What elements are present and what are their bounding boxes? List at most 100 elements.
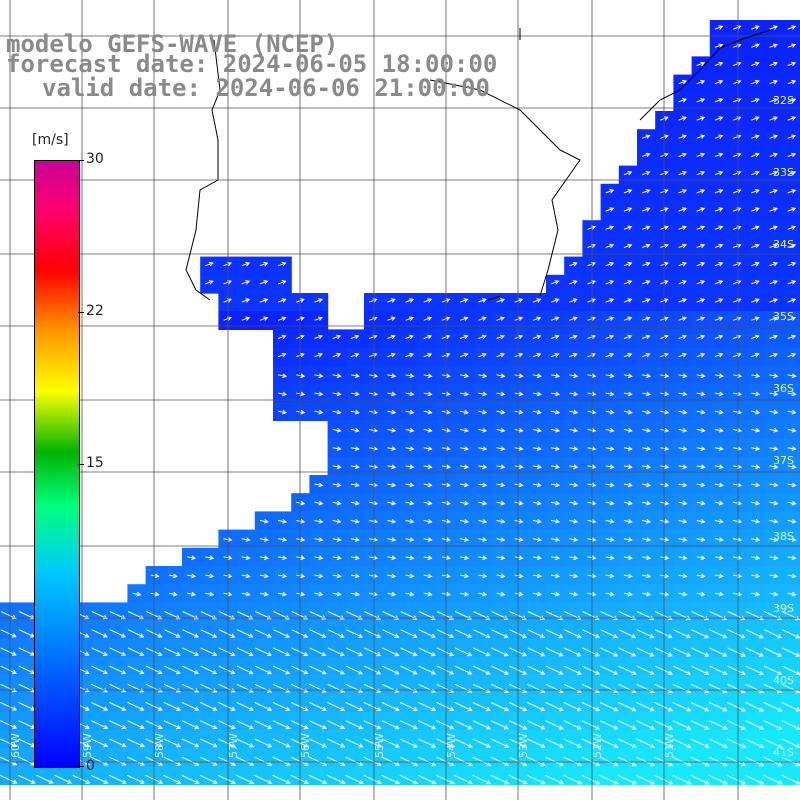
wind-arrow <box>642 409 652 415</box>
wind-arrow <box>532 500 542 506</box>
ocean-cell <box>673 329 693 349</box>
wind-arrow <box>332 573 342 579</box>
wind-arrow <box>751 261 760 267</box>
wind-arrow <box>787 352 797 358</box>
wind-arrow <box>163 665 181 675</box>
wind-arrow <box>550 352 560 358</box>
ocean-cell <box>728 256 747 276</box>
ocean-cell <box>546 293 565 312</box>
wind-arrow <box>605 519 615 524</box>
wind-arrow <box>745 774 765 785</box>
ocean-cell <box>564 256 583 276</box>
ocean-cell <box>618 293 638 312</box>
wind-arrow <box>696 334 706 340</box>
wind-arrow <box>545 647 564 657</box>
wind-arrow <box>127 738 145 748</box>
wind-arrow <box>241 316 251 321</box>
wind-arrow <box>581 738 601 748</box>
wind-arrow <box>581 665 601 675</box>
wind-arrow <box>569 391 579 397</box>
wind-arrow <box>454 738 473 748</box>
wind-arrow <box>751 464 761 470</box>
ocean-cell <box>527 329 547 349</box>
wind-arrow <box>405 391 415 397</box>
wind-arrow <box>769 243 778 249</box>
wind-arrow <box>569 500 579 506</box>
wind-arrow <box>714 98 724 103</box>
wind-arrow <box>642 537 652 542</box>
wind-arrow <box>278 555 288 561</box>
ocean-cell <box>600 220 620 239</box>
wind-arrow <box>678 298 687 303</box>
ocean-cell <box>455 293 474 312</box>
ocean-cell <box>600 183 620 203</box>
ocean-cell <box>782 729 800 749</box>
lon-label: 53W <box>517 733 530 758</box>
wind-arrow <box>605 334 615 340</box>
wind-arrow <box>569 373 579 379</box>
ocean-cell <box>400 329 420 349</box>
wind-arrow <box>532 537 542 542</box>
ocean-cell <box>491 293 511 312</box>
wind-arrow <box>733 555 743 561</box>
ocean-cell <box>364 347 383 367</box>
wind-arrow <box>254 774 273 785</box>
wind-arrow <box>733 409 743 415</box>
wind-arrow <box>290 702 309 711</box>
wind-arrow <box>423 537 433 542</box>
wind-arrow <box>599 774 619 785</box>
ocean-cell <box>673 129 693 148</box>
lat-label: 40S <box>773 674 794 687</box>
wind-arrow <box>187 591 197 597</box>
wind-arrow <box>672 629 692 639</box>
ocean-cell <box>637 347 656 367</box>
wind-arrow <box>314 352 323 358</box>
wind-arrow <box>654 702 674 712</box>
wind-arrow <box>733 537 743 542</box>
wind-arrow <box>678 334 687 340</box>
wind-arrow <box>769 391 779 397</box>
wind-arrow <box>714 428 724 433</box>
wind-arrow <box>751 116 760 121</box>
wind-arrow <box>532 334 542 340</box>
ocean-cell <box>655 729 674 749</box>
wind-arrow <box>254 647 272 657</box>
wind-arrow <box>769 373 779 379</box>
wind-arrow <box>714 189 724 194</box>
wind-arrow <box>387 373 397 379</box>
wind-arrow <box>678 591 688 597</box>
wind-arrow <box>714 500 724 506</box>
wind-arrow <box>327 611 345 620</box>
wind-arrow <box>787 261 797 267</box>
wind-arrow <box>623 464 633 470</box>
ocean-cell <box>618 347 638 367</box>
ocean-cell <box>273 329 292 349</box>
wind-arrow <box>460 591 470 597</box>
ocean-cell <box>782 56 800 76</box>
wind-arrow <box>623 225 633 230</box>
wind-arrow <box>569 464 579 470</box>
wind-arrow <box>241 261 251 267</box>
wind-arrow <box>690 665 710 675</box>
ocean-cell <box>673 238 693 258</box>
wind-arrow <box>751 334 760 340</box>
ocean-cell <box>673 693 693 713</box>
wind-arrow <box>763 665 783 675</box>
wind-arrow <box>714 334 724 340</box>
wind-arrow <box>545 665 564 675</box>
ocean-cell <box>655 711 674 731</box>
wind-arrow <box>126 774 145 784</box>
ocean-cell <box>764 675 784 694</box>
ocean-cell <box>527 729 547 749</box>
wind-arrow <box>278 573 288 579</box>
ocean-cell <box>673 74 693 94</box>
wind-arrow <box>364 629 382 638</box>
wind-arrow <box>751 409 761 415</box>
wind-arrow <box>563 774 583 785</box>
ocean-cell <box>546 274 565 294</box>
ocean-cell <box>709 729 729 749</box>
wind-arrow <box>314 573 324 579</box>
wind-arrow <box>787 519 797 524</box>
ocean-cell <box>709 638 729 658</box>
wind-arrow <box>132 591 142 597</box>
